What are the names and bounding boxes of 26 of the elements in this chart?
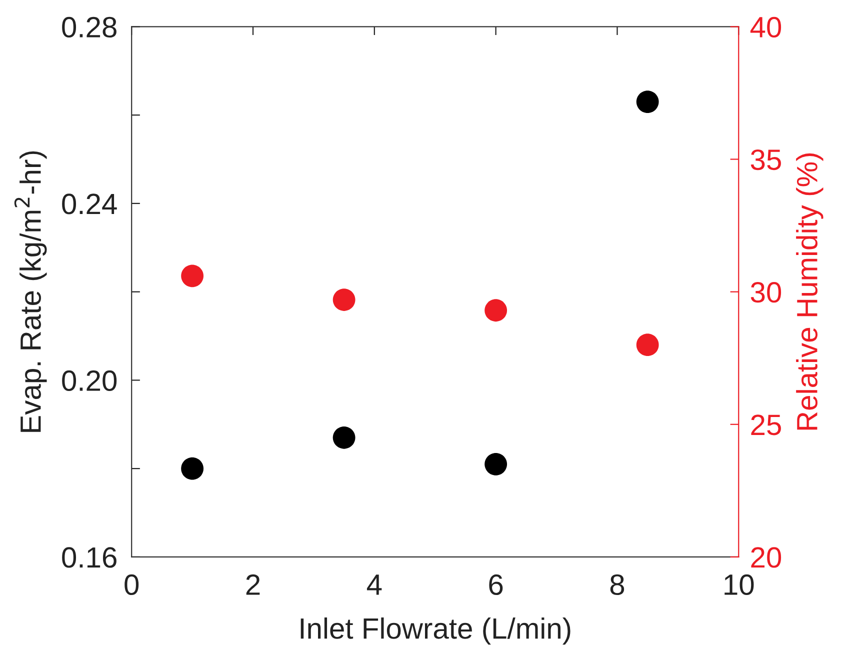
point	[181, 264, 204, 288]
y2-tick-label: 35	[750, 149, 781, 170]
x-tick-label: 2	[246, 574, 260, 595]
point	[484, 452, 508, 476]
x-tick-label: 4	[366, 574, 382, 595]
y2-axis-title: Relative Humidity (%)	[796, 153, 824, 430]
point	[181, 457, 204, 480]
y2-tick-label: 40	[750, 16, 782, 38]
y-axis-title: Evap. Rate (kg/m$^{2}$-hr)	[14, 151, 47, 432]
x-tick-label: 10	[724, 574, 754, 596]
y-tick-label: 0.20	[62, 370, 117, 392]
y-tick-label: 0.28	[62, 16, 116, 38]
x-axis-title: Inlet Flowrate (L/min)	[300, 617, 570, 645]
x-tick-label: 6	[489, 574, 503, 596]
point	[332, 288, 356, 311]
y2-tick-label: 20	[751, 547, 782, 568]
point	[484, 299, 508, 322]
x-tick-label: 8	[610, 574, 624, 596]
y-tick-label: 0.16	[62, 547, 116, 568]
y2-tick-label: 25	[751, 414, 781, 436]
point	[636, 90, 659, 113]
x-tick-label: 0	[124, 574, 139, 596]
y2-tick-label: 30	[750, 282, 782, 303]
point	[636, 334, 659, 356]
point	[332, 426, 356, 449]
y-tick-label: 0.24	[62, 194, 117, 214]
